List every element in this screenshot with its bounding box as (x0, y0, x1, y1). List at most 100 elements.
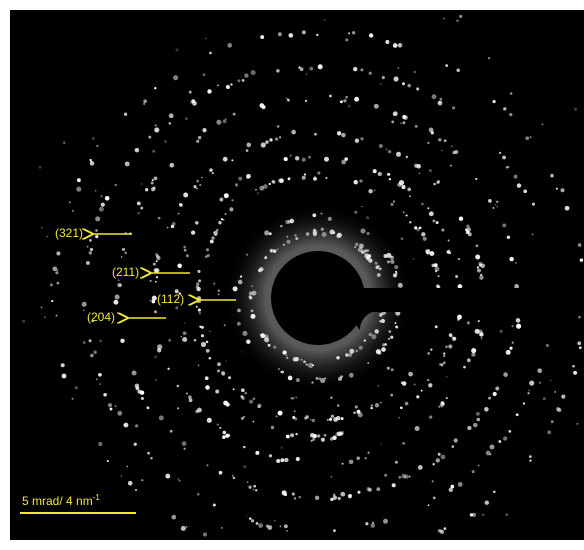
spot (360, 68, 363, 71)
spot (398, 476, 401, 479)
spot (528, 390, 530, 392)
spot (194, 339, 197, 342)
spot (128, 481, 133, 486)
spot (132, 371, 137, 376)
spot (290, 433, 294, 437)
spot (169, 122, 171, 124)
spot (516, 324, 521, 329)
spot (278, 411, 283, 416)
spot (126, 466, 128, 468)
spot (95, 235, 99, 239)
spot (304, 417, 307, 420)
spot (355, 139, 359, 143)
spot (467, 227, 471, 231)
spot (276, 459, 280, 463)
spot (397, 67, 399, 69)
spot (580, 258, 584, 262)
spot (146, 406, 149, 409)
spot (169, 163, 174, 168)
spot (400, 123, 401, 124)
spot (517, 183, 521, 187)
spot (339, 432, 343, 436)
spot (408, 372, 413, 377)
spot (551, 420, 554, 423)
plane-label: (211) (112, 265, 139, 279)
spot (241, 396, 245, 400)
spot (395, 461, 398, 464)
spot (479, 275, 483, 279)
spot (495, 204, 497, 206)
spot (198, 308, 201, 311)
spot (554, 391, 556, 393)
spot (433, 497, 436, 500)
spot (391, 121, 394, 124)
spot (439, 363, 442, 366)
spot (227, 43, 232, 48)
spot (532, 203, 535, 206)
spot (503, 372, 508, 377)
spot (95, 229, 98, 232)
spot (443, 355, 445, 357)
spot (253, 397, 256, 400)
spot (137, 212, 140, 215)
spot (217, 362, 221, 366)
spot (313, 177, 317, 181)
spot (284, 493, 287, 496)
spot (358, 491, 361, 494)
spot (271, 426, 274, 429)
spot (429, 415, 432, 418)
spot (304, 173, 306, 175)
spot (329, 418, 332, 421)
spot (547, 430, 551, 434)
spot (478, 320, 480, 322)
spot (429, 211, 434, 216)
spot (180, 336, 182, 338)
spot (369, 72, 372, 75)
spot (198, 136, 202, 140)
spot (321, 438, 325, 442)
spot (248, 486, 251, 489)
spot (325, 177, 327, 179)
spot (436, 458, 440, 462)
spot (233, 113, 236, 116)
spot (233, 388, 235, 390)
spot (152, 179, 154, 181)
spot (572, 365, 575, 368)
spot (374, 104, 379, 109)
spot (489, 444, 494, 449)
spot (496, 201, 498, 203)
spot (244, 73, 248, 77)
spot (495, 387, 499, 391)
spot (556, 188, 558, 190)
spot (324, 434, 327, 437)
spot (459, 216, 463, 220)
spot (184, 322, 186, 324)
spot (136, 387, 140, 391)
spot (135, 148, 140, 153)
spot (454, 438, 458, 442)
spot (241, 417, 244, 420)
spot (167, 368, 169, 370)
spot (509, 347, 512, 350)
spot (406, 156, 409, 159)
spot (543, 397, 546, 400)
spot (477, 418, 481, 422)
spot (523, 402, 525, 404)
spot (190, 101, 192, 103)
spot (295, 433, 297, 435)
spot (246, 516, 248, 518)
spot (89, 239, 92, 242)
spot (96, 379, 98, 381)
spot (349, 460, 354, 465)
spot (302, 158, 306, 162)
spot (470, 513, 473, 516)
spot (196, 180, 199, 183)
spot (341, 133, 345, 137)
spot (137, 201, 141, 205)
spot (201, 342, 206, 347)
spot (445, 64, 448, 67)
spot (481, 337, 483, 339)
spot (361, 206, 362, 207)
spot (380, 402, 382, 404)
spot (387, 367, 390, 370)
